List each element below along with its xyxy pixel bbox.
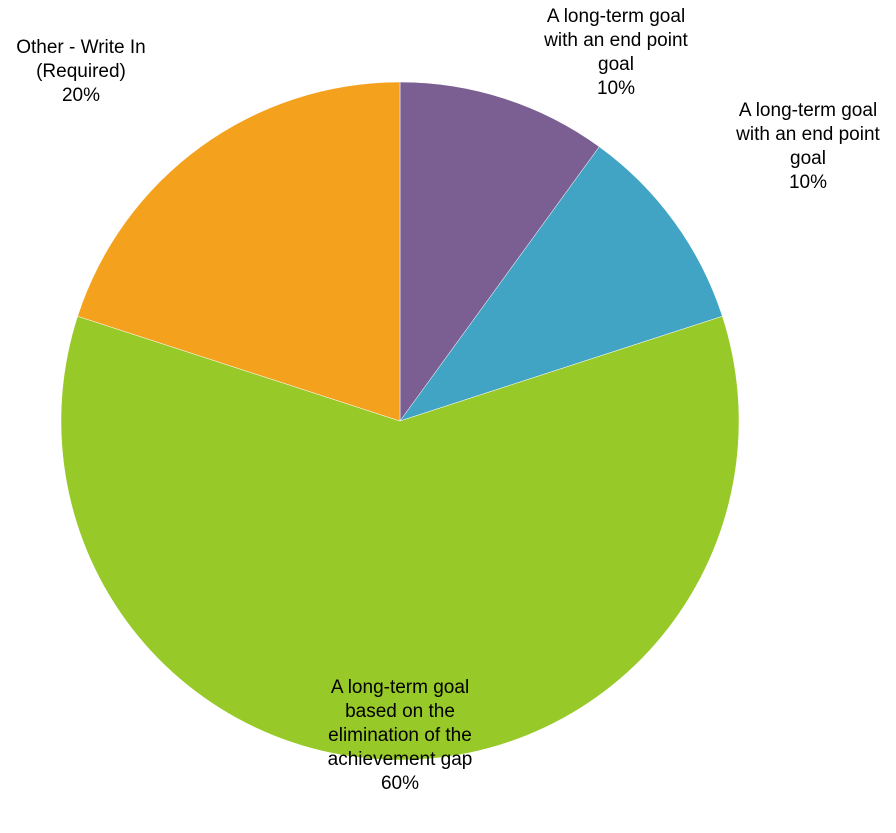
slice-value-label: 20% <box>62 85 100 106</box>
slice-value-label: 10% <box>597 78 635 99</box>
slice-category-label: with an end point <box>543 30 688 51</box>
slice-value-label: 10% <box>789 172 827 193</box>
slice-category-label: based on the <box>345 701 455 722</box>
slice-label-2: A long-term goal with an end point goal 10% <box>735 100 880 193</box>
pie-slice-3 <box>60 315 740 761</box>
slice-label-1: A long-term goal with an end point goal 10% <box>543 6 688 99</box>
pie-slice-4 <box>77 81 401 422</box>
slice-category-label: Other - Write In <box>16 37 146 58</box>
slice-category-label: elimination of the <box>328 725 472 746</box>
pie-slice-2 <box>399 146 723 422</box>
pie-labels: A long-term goal with an end point goal 10%… <box>16 6 880 794</box>
pie-slices <box>60 81 740 761</box>
slice-label-4: Other - Write In (Required) 20% <box>16 37 146 106</box>
slice-category-label: achievement gap <box>328 749 473 770</box>
pie-slice-1 <box>399 81 600 422</box>
slice-category-label: A long-term goal <box>739 100 877 121</box>
slice-category-label: A long-term goal <box>547 6 685 27</box>
slice-category-label: A long-term goal <box>331 677 469 698</box>
slice-label-3: A long-term goal based on the elimination … <box>328 677 473 794</box>
slice-category-label: goal <box>790 148 826 169</box>
slice-value-label: 60% <box>381 773 419 794</box>
slice-category-label: with an end point <box>735 124 880 145</box>
slice-category-label: (Required) <box>36 61 126 82</box>
slice-category-label: goal <box>598 54 634 75</box>
